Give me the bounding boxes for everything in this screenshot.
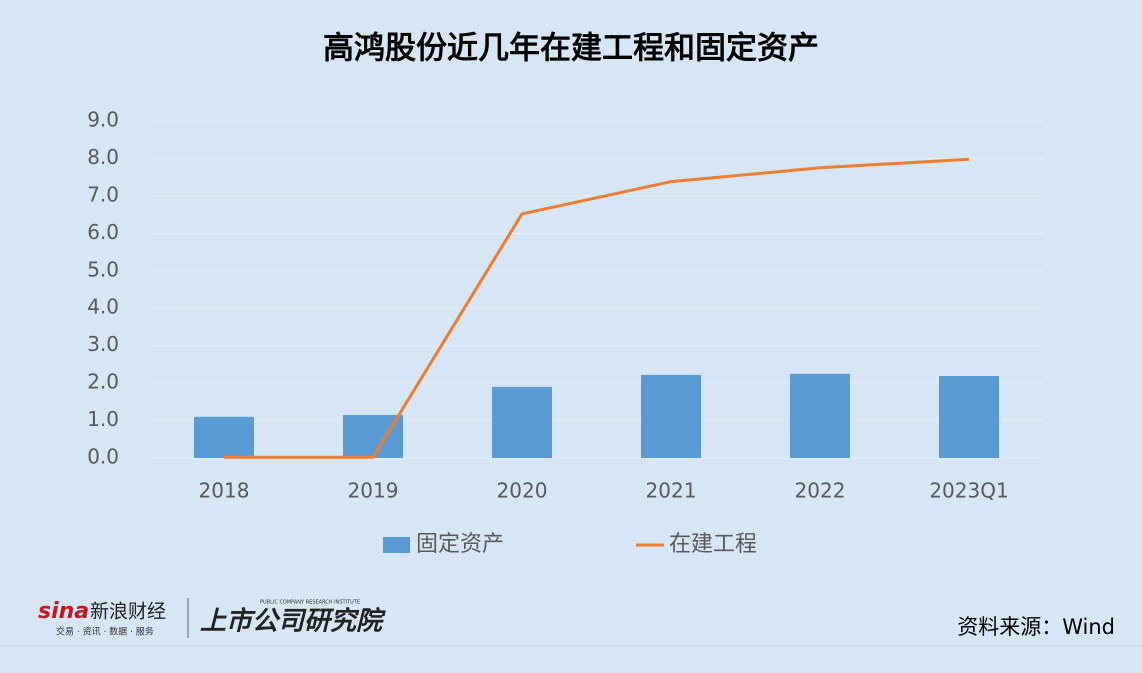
sina-cn: 新浪财经 — [90, 601, 166, 623]
bar — [194, 416, 254, 458]
footer-logo: sina 新浪财经 交易 · 资讯 · 数据 · 服务 PUBLIC COMPA… — [38, 598, 386, 638]
x-tick-label: 2022 — [795, 479, 846, 503]
x-tick-label: 2019 — [348, 479, 399, 503]
bar — [939, 375, 999, 458]
y-tick-label: 1.0 — [87, 407, 119, 431]
legend-label: 在建工程 — [669, 532, 757, 557]
legend-swatch — [383, 537, 410, 553]
institute-logo: 上市公司研究院 — [200, 607, 386, 637]
y-tick-label: 3.0 — [87, 332, 119, 356]
y-tick-label: 7.0 — [87, 182, 119, 206]
y-tick-label: 2.0 — [87, 370, 119, 394]
y-tick-label: 6.0 — [87, 220, 119, 244]
x-tick-label: 2021 — [646, 479, 697, 503]
bar — [641, 374, 701, 458]
x-tick-label: 2023Q1 — [929, 479, 1008, 503]
y-tick-label: 0.0 — [87, 445, 119, 469]
x-tick-label: 2020 — [497, 479, 548, 503]
bar — [790, 373, 850, 458]
y-tick-label: 8.0 — [87, 145, 119, 169]
source: 资料来源：Wind — [957, 615, 1115, 639]
y-tick-label: 4.0 — [87, 295, 119, 319]
line — [224, 157, 970, 459]
x-tick-label: 2018 — [199, 479, 250, 503]
sina-tagline: 交易 · 资讯 · 数据 · 服务 — [56, 626, 154, 638]
chart-title: 高鸿股份近几年在建工程和固定资产 — [323, 31, 819, 67]
bar — [492, 386, 552, 458]
institute-en: PUBLIC COMPANY RESEARCH INSTITUTE — [260, 600, 360, 606]
y-tick-label: 5.0 — [87, 257, 119, 281]
y-tick-label: 9.0 — [87, 108, 119, 132]
legend-label: 固定资产 — [416, 532, 504, 557]
sina-logo: sina — [38, 599, 89, 624]
